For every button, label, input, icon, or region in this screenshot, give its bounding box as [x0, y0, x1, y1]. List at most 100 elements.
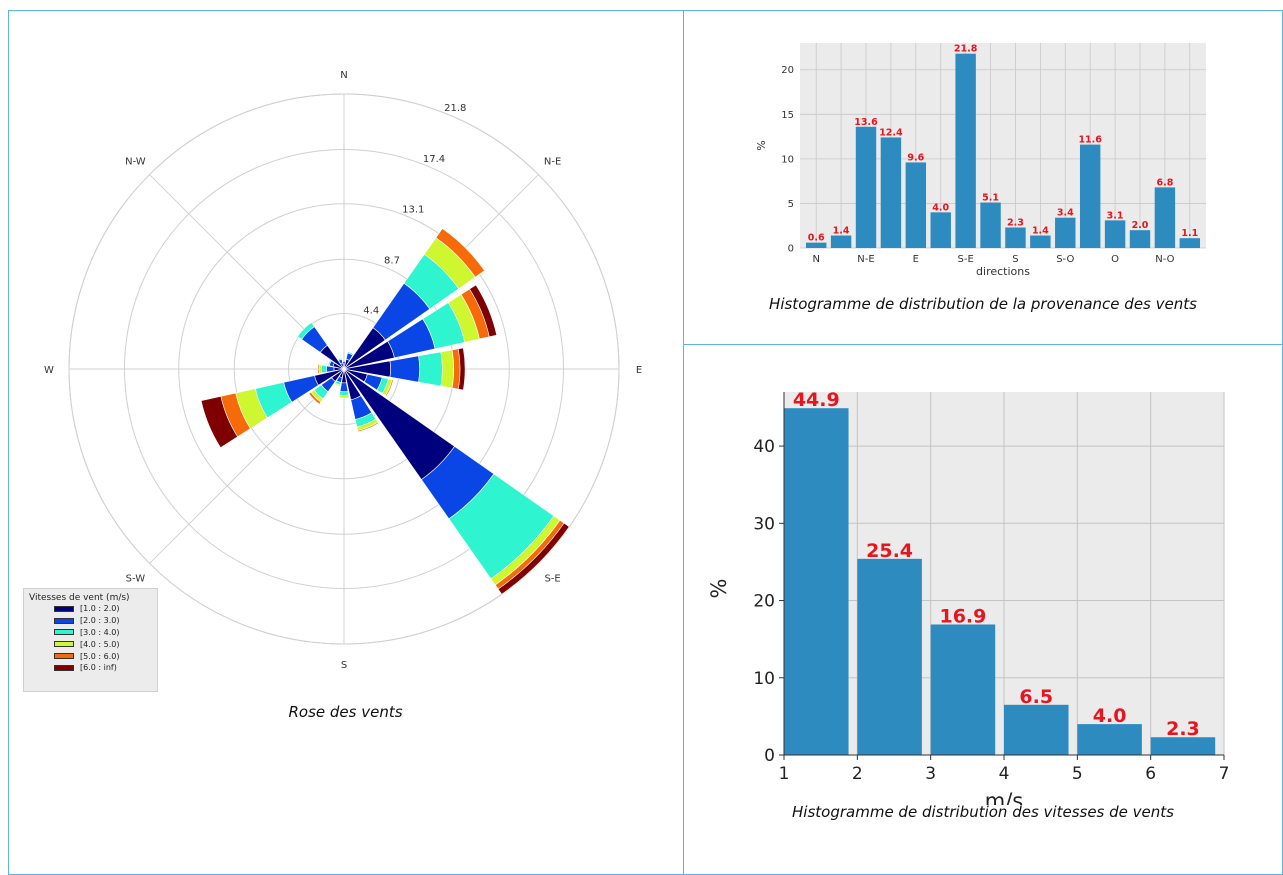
dir-bar-value-label: 2.3 [1007, 218, 1024, 229]
dir-bar [1055, 218, 1075, 248]
dir-bar-value-label: 21.8 [954, 44, 978, 55]
speed-y-tick-label: 0 [764, 746, 775, 766]
dir-bar [980, 203, 1000, 248]
speed-bar [931, 624, 996, 755]
dir-x-tick-label: S [1012, 254, 1018, 265]
dir-x-tick-label: N-O [1155, 254, 1174, 265]
speed-y-tick-label: 40 [753, 437, 775, 457]
speed-x-tick-label: 5 [1072, 764, 1083, 784]
dir-bar-value-label: 13.6 [854, 117, 878, 128]
dir-y-tick-label: 20 [781, 65, 794, 76]
rose-wedge [390, 356, 420, 382]
legend-swatch [54, 665, 74, 671]
rose-radial-tick-label: 8.7 [384, 256, 400, 267]
dir-bar [856, 127, 876, 248]
dir-bar [955, 54, 975, 248]
dir-bar-value-label: 2.0 [1132, 220, 1149, 231]
legend-label: [1.0 : 2.0) [80, 604, 119, 613]
rose-wedge [340, 383, 348, 392]
rose-direction-label: S-E [544, 574, 560, 585]
dir-y-tick-label: 10 [781, 154, 794, 165]
dir-bar [1105, 220, 1125, 248]
speed-histogram-chart: 0 10 20 30 40 1 2 3 4 5 6 7 44.9 25.4 16.9 6.5 4.0 2.3 m/s… [683, 345, 1283, 805]
speed-x-tick-label: 4 [999, 764, 1010, 784]
dir-bar [831, 236, 851, 248]
speed-bar [784, 408, 849, 755]
dir-x-tick-label: O [1111, 254, 1119, 265]
dir-x-tick-label: S-O [1056, 254, 1074, 265]
speed-bar-value-label: 4.0 [1093, 705, 1127, 727]
legend-label: [2.0 : 3.0) [80, 616, 119, 625]
dir-bar-value-label: 12.4 [879, 127, 903, 138]
rose-radial-tick-label: 21.8 [444, 103, 466, 114]
dir-bar-value-label: 0.6 [808, 233, 825, 244]
dir-x-axis-label: directions [976, 265, 1030, 278]
dir-bar [1155, 187, 1175, 248]
speed-y-tick-label: 20 [753, 592, 775, 612]
dir-bar [1005, 228, 1025, 249]
dir-bar [1080, 145, 1100, 248]
legend-label: [5.0 : 6.0) [80, 652, 119, 661]
dir-x-tick-label: N [812, 254, 819, 265]
dir-bar-value-label: 1.4 [833, 226, 850, 237]
legend-entry: [2.0 : 3.0) [24, 615, 157, 627]
speed-x-tick-label: 1 [779, 764, 790, 784]
rose-wedge [419, 352, 443, 386]
rose-wedge [321, 365, 326, 373]
legend-entry: [6.0 : inf) [24, 662, 157, 674]
rose-radial-tick-label: 17.4 [423, 154, 445, 165]
dir-y-tick-label: 0 [788, 244, 794, 255]
direction-histogram-caption: Histogramme de distribution de la proven… [683, 295, 1283, 313]
legend-entry: [4.0 : 5.0) [24, 638, 157, 650]
speed-y-axis-label: % [707, 579, 731, 599]
rose-radial-tick-label: 13.1 [402, 204, 424, 215]
speed-x-tick-label: 3 [925, 764, 936, 784]
rose-wedge [339, 391, 348, 395]
rose-wedge [318, 364, 320, 373]
legend-label: [3.0 : 4.0) [80, 628, 119, 637]
rose-wedge [326, 366, 334, 372]
rose-direction-label: S [341, 660, 347, 671]
legend-label: [6.0 : inf) [80, 663, 117, 672]
dir-x-tick-label: N-E [857, 254, 874, 265]
dir-bar-value-label: 3.4 [1057, 208, 1074, 219]
speed-bar-value-label: 16.9 [939, 605, 986, 627]
speed-y-tick-label: 30 [753, 514, 775, 534]
speed-x-tick-label: 6 [1145, 764, 1156, 784]
dir-bar-value-label: 1.1 [1181, 228, 1198, 239]
dir-bar [1130, 230, 1150, 248]
legend-entry: [3.0 : 4.0) [24, 627, 157, 639]
direction-histogram-chart: 0 5 10 15 20 0.6 N 1.4 13.6 N-E 12.4 9.6 E 4.0 21.8 S-E… [683, 10, 1283, 295]
rose-direction-label: W [44, 365, 54, 376]
speed-bar [1077, 724, 1142, 755]
legend-title: Vitesses de vent (m/s) [24, 589, 157, 603]
dir-bar-value-label: 9.6 [907, 152, 924, 163]
legend-entry: [1.0 : 2.0) [24, 603, 157, 615]
speed-y-tick-label: 10 [753, 669, 775, 689]
dir-bar [906, 162, 926, 248]
dir-x-tick-label: S-E [957, 254, 973, 265]
rose-direction-label: N-W [125, 156, 146, 167]
dir-bar [931, 212, 951, 248]
legend-swatch [54, 629, 74, 635]
dir-bar-value-label: 1.4 [1032, 226, 1049, 237]
dir-y-tick-label: 5 [788, 199, 794, 210]
rose-radial-tick-label: 4.4 [363, 306, 379, 317]
speed-bar-value-label: 6.5 [1019, 686, 1053, 708]
dir-x-tick-label: E [913, 254, 919, 265]
rose-direction-label: E [636, 365, 642, 376]
legend-swatch [54, 641, 74, 647]
speed-histogram-caption: Histogramme de distribution des vitesses… [683, 803, 1283, 821]
dir-bar [1180, 238, 1200, 248]
speed-x-tick-label: 2 [852, 764, 863, 784]
legend-label: [4.0 : 5.0) [80, 640, 119, 649]
legend-swatch [54, 653, 74, 659]
dir-y-tick-label: 15 [781, 110, 794, 121]
legend-swatch [54, 618, 74, 624]
speed-bar-value-label: 2.3 [1166, 718, 1200, 740]
speed-bar-value-label: 44.9 [793, 389, 840, 411]
legend-swatch [54, 606, 74, 612]
dir-bar-value-label: 3.1 [1107, 210, 1124, 221]
dir-bar-value-label: 5.1 [982, 193, 999, 204]
rose-direction-label: S-W [126, 574, 146, 585]
